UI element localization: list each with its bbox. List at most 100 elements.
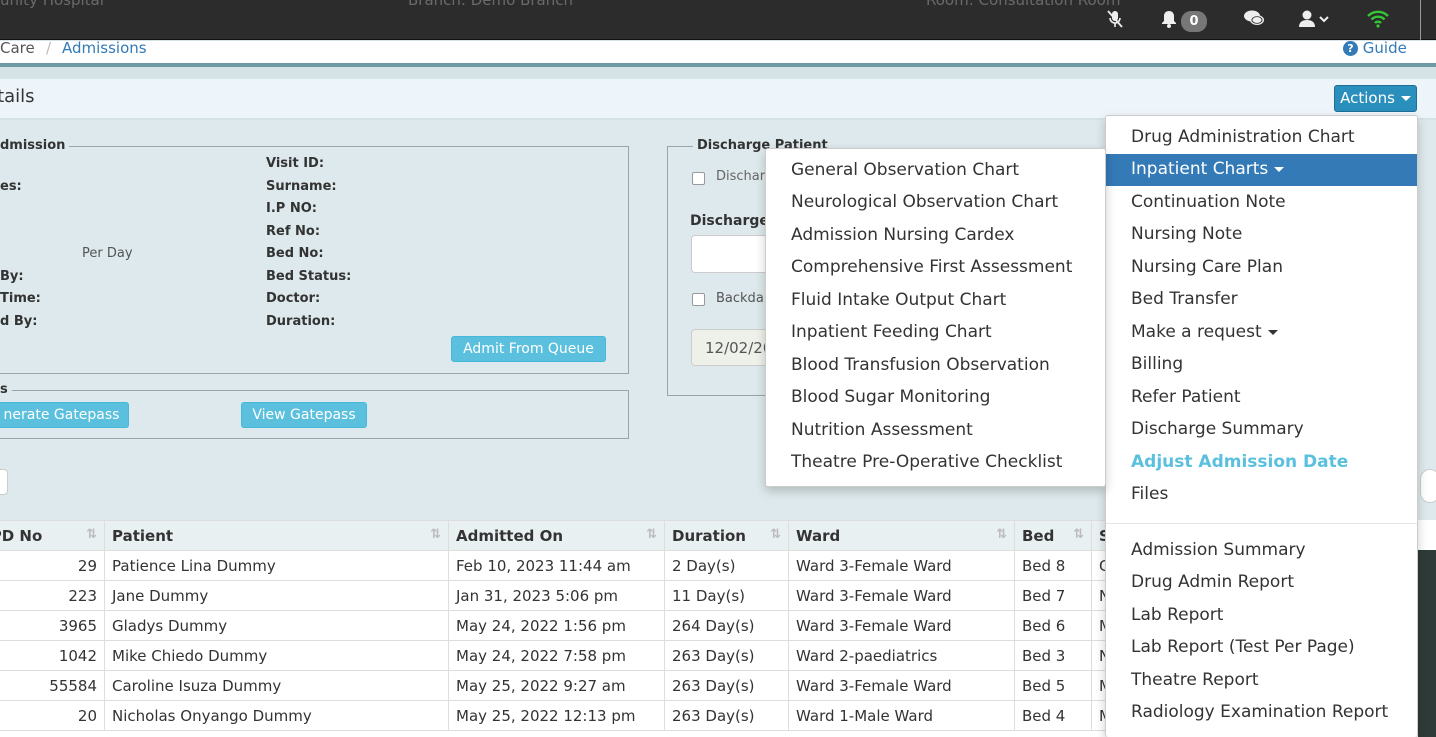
top-navbar: unity Hospital Branch: Demo Branch Room:… [0, 0, 1436, 40]
breadcrumb-care[interactable]: Care [0, 39, 35, 57]
guide-label: Guide [1362, 39, 1407, 57]
surname-label: Surname: [266, 179, 337, 194]
menu-item-bed-transfer[interactable]: Bed Transfer [1131, 289, 1238, 309]
view-gatepass-button[interactable]: View Gatepass [241, 402, 367, 428]
submenu-item-comprehensive-first-assessment[interactable]: Comprehensive First Assessment [791, 257, 1073, 277]
doctor-label: Doctor: [266, 291, 321, 306]
length-select[interactable] [0, 469, 8, 495]
admit-from-queue-button[interactable]: Admit From Queue [451, 336, 606, 362]
submenu-item-blood-sugar-monitoring[interactable]: Blood Sugar Monitoring [791, 387, 991, 407]
menu-item-make-a-request[interactable]: Make a request [1131, 322, 1278, 342]
menu-item-admission-summary[interactable]: Admission Summary [1131, 540, 1306, 560]
col-ward[interactable]: Ward ⇅ [788, 520, 1015, 551]
submenu-item-neurological-observation-chart[interactable]: Neurological Observation Chart [791, 192, 1059, 212]
chat-icon[interactable] [1243, 9, 1265, 32]
table-row[interactable]: 29 Patience Lina Dummy Feb 10, 2023 11:44 … [0, 550, 1152, 581]
microphone-off-icon[interactable] [1105, 9, 1125, 34]
notification-badge: 0 [1181, 11, 1207, 32]
col-opd-no[interactable]: OPD No⇅ [0, 520, 105, 551]
admissions-table: OPD No⇅ Patient⇅ Admitted On⇅ Duration⇅ … [0, 520, 1152, 731]
menu-item-nursing-care-plan[interactable]: Nursing Care Plan [1131, 257, 1283, 277]
submenu-item-fluid-intake-output-chart[interactable]: Fluid Intake Output Chart [791, 290, 1007, 310]
duration-label: Duration: [266, 314, 336, 329]
menu-item-adjust-admission-date[interactable]: Adjust Admission Date [1131, 452, 1349, 472]
table-row[interactable]: 1042 Mike Chiedo Dummy May 24, 2022 7:58 p… [0, 640, 1152, 671]
table-row[interactable]: 20 Nicholas Onyango Dummy May 25, 2022 12:… [0, 700, 1152, 731]
menu-item-lab-report[interactable]: Lab Report [1131, 605, 1224, 625]
per-day-label: Per Day [82, 246, 133, 261]
breadcrumb-separator: / [46, 39, 52, 57]
admission-fieldset [0, 146, 629, 374]
room-name: Room: Consultation Room [926, 0, 1121, 9]
submenu-item-admission-nursing-cardex[interactable]: Admission Nursing Cardex [791, 225, 1015, 245]
col-patient[interactable]: Patient ⇅ [104, 520, 449, 551]
table-row[interactable]: 55584 Caroline Isuza Dummy May 25, 2022 9:… [0, 670, 1152, 701]
actions-label: Actions [1340, 89, 1395, 107]
discharge-status-label: Discharge S [690, 213, 784, 229]
bed-no-label: Bed No: [266, 246, 324, 261]
caret-down-icon [1274, 166, 1285, 172]
menu-item-drug-admin-report[interactable]: Drug Admin Report [1131, 572, 1294, 592]
chevron-down-icon [1400, 96, 1411, 101]
submenu-item-theatre-pre-operative-checklist[interactable]: Theatre Pre-Operative Checklist [791, 452, 1063, 472]
guide-link[interactable]: ? Guide [1343, 39, 1407, 57]
menu-active-highlight [1106, 154, 1417, 186]
menu-divider [1106, 523, 1417, 524]
ip-no-label: I.P NO: [266, 201, 317, 216]
topbar-divider [1420, 0, 1421, 40]
inpatient-charts-submenu: General Observation Chart Neurological O… [765, 148, 1106, 487]
sort-icon: ⇅ [996, 526, 1007, 542]
menu-item-theatre-report[interactable]: Theatre Report [1131, 670, 1259, 690]
ref-no-label: Ref No: [266, 224, 321, 239]
admission-field-label: d By: [0, 314, 38, 329]
menu-item-drug-administration-chart[interactable]: Drug Administration Chart [1131, 127, 1355, 147]
user-icon[interactable] [1298, 9, 1332, 34]
breadcrumb: Care / Admissions ? Guide [0, 39, 1436, 67]
generate-gatepass-button[interactable]: nerate Gatepass [0, 402, 129, 428]
actions-button[interactable]: Actions [1334, 85, 1417, 112]
question-circle-icon: ? [1343, 41, 1358, 56]
admission-field-label: Time: [0, 291, 41, 306]
sort-icon: ⇅ [1073, 526, 1084, 542]
sort-icon: ⇅ [86, 526, 97, 542]
actions-dropdown-menu: Drug Administration Chart Inpatient Char… [1105, 115, 1418, 737]
bed-status-label: Bed Status: [266, 269, 352, 284]
discharge-checkbox[interactable] [692, 172, 705, 185]
menu-item-discharge-summary[interactable]: Discharge Summary [1131, 419, 1304, 439]
table-row[interactable]: 223 Jane Dummy Jan 31, 2023 5:06 pm 11 Day(… [0, 580, 1152, 611]
admission-field-label: By: [0, 269, 24, 284]
col-admitted-on[interactable]: Admitted On ⇅ [448, 520, 665, 551]
menu-item-radiology-examination-report[interactable]: Radiology Examination Report [1131, 702, 1389, 722]
breadcrumb-admissions[interactable]: Admissions [62, 39, 147, 57]
sort-icon: ⇅ [646, 526, 657, 542]
menu-item-refer-patient[interactable]: Refer Patient [1131, 387, 1241, 407]
menu-item-billing[interactable]: Billing [1131, 354, 1184, 374]
submenu-item-blood-transfusion-observation[interactable]: Blood Transfusion Observation [791, 355, 1050, 375]
submenu-item-general-observation-chart[interactable]: General Observation Chart [791, 160, 1020, 180]
menu-item-lab-report-test-per-page[interactable]: Lab Report (Test Per Page) [1131, 637, 1355, 657]
table-row[interactable]: 3965 Gladys Dummy May 24, 2022 1:56 pm 264 … [0, 610, 1152, 641]
bell-icon[interactable] [1160, 9, 1178, 34]
menu-item-files[interactable]: Files [1131, 484, 1169, 504]
admission-legend: dmission [0, 138, 70, 153]
menu-item-nursing-note[interactable]: Nursing Note [1131, 224, 1243, 244]
col-duration[interactable]: Duration ⇅ [664, 520, 789, 551]
backdate-label: Backda [716, 291, 764, 306]
gatepass-fieldset [0, 390, 629, 439]
admission-field-label: es: [0, 179, 22, 194]
side-panel-edge [1418, 550, 1436, 737]
sort-icon: ⇅ [770, 526, 781, 542]
submenu-item-nutrition-assessment[interactable]: Nutrition Assessment [791, 420, 973, 440]
submenu-item-inpatient-feeding-chart[interactable]: Inpatient Feeding Chart [791, 322, 992, 342]
visit-id-label: Visit ID: [266, 156, 325, 171]
branch-name: Branch: Demo Branch [408, 0, 573, 9]
table-header-row: OPD No⇅ Patient⇅ Admitted On⇅ Duration⇅ … [0, 520, 1152, 551]
admissions-table-area: OPD No⇅ Patient⇅ Admitted On⇅ Duration⇅ … [0, 520, 1436, 737]
search-input[interactable] [1420, 469, 1436, 503]
menu-item-inpatient-charts[interactable]: Inpatient Charts [1131, 159, 1285, 179]
menu-item-continuation-note[interactable]: Continuation Note [1131, 192, 1286, 212]
backdate-checkbox[interactable] [692, 293, 705, 306]
col-bed[interactable]: Bed ⇅ [1014, 520, 1092, 551]
